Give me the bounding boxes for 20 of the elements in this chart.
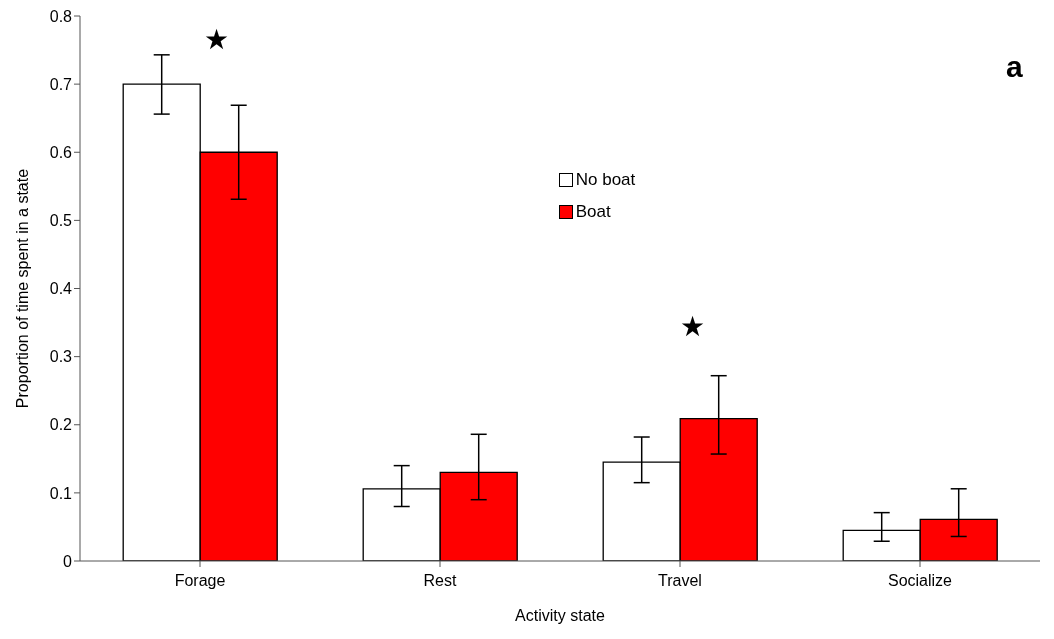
y-tick-label: 0.6 xyxy=(49,143,73,161)
y-tick-label: 0 xyxy=(63,552,73,570)
x-axis-title: Activity state xyxy=(515,607,605,624)
y-tick-label: 0.5 xyxy=(49,212,73,230)
y-axis-title: Proportion of time spent in a state xyxy=(13,168,31,409)
y-tick-label: 0.4 xyxy=(49,280,73,298)
y-tick-label: 0.2 xyxy=(49,416,73,434)
annotation: ★ xyxy=(204,23,230,56)
y-tick-label: 0.7 xyxy=(49,75,73,93)
x-tick-label: Rest xyxy=(423,572,457,590)
legend-label: No boat xyxy=(575,169,636,190)
x-tick-label: Travel xyxy=(658,572,702,590)
y-tick-label: 0.1 xyxy=(49,484,73,502)
x-tick-label: Socialize xyxy=(887,572,953,590)
annotation: a xyxy=(1006,50,1023,83)
y-tick-label: 0.3 xyxy=(49,348,73,366)
legend-label: Boat xyxy=(575,201,611,222)
x-tick-label: Forage xyxy=(174,572,226,590)
y-tick-label: 0.8 xyxy=(49,7,73,25)
annotation: ★ xyxy=(680,310,706,343)
